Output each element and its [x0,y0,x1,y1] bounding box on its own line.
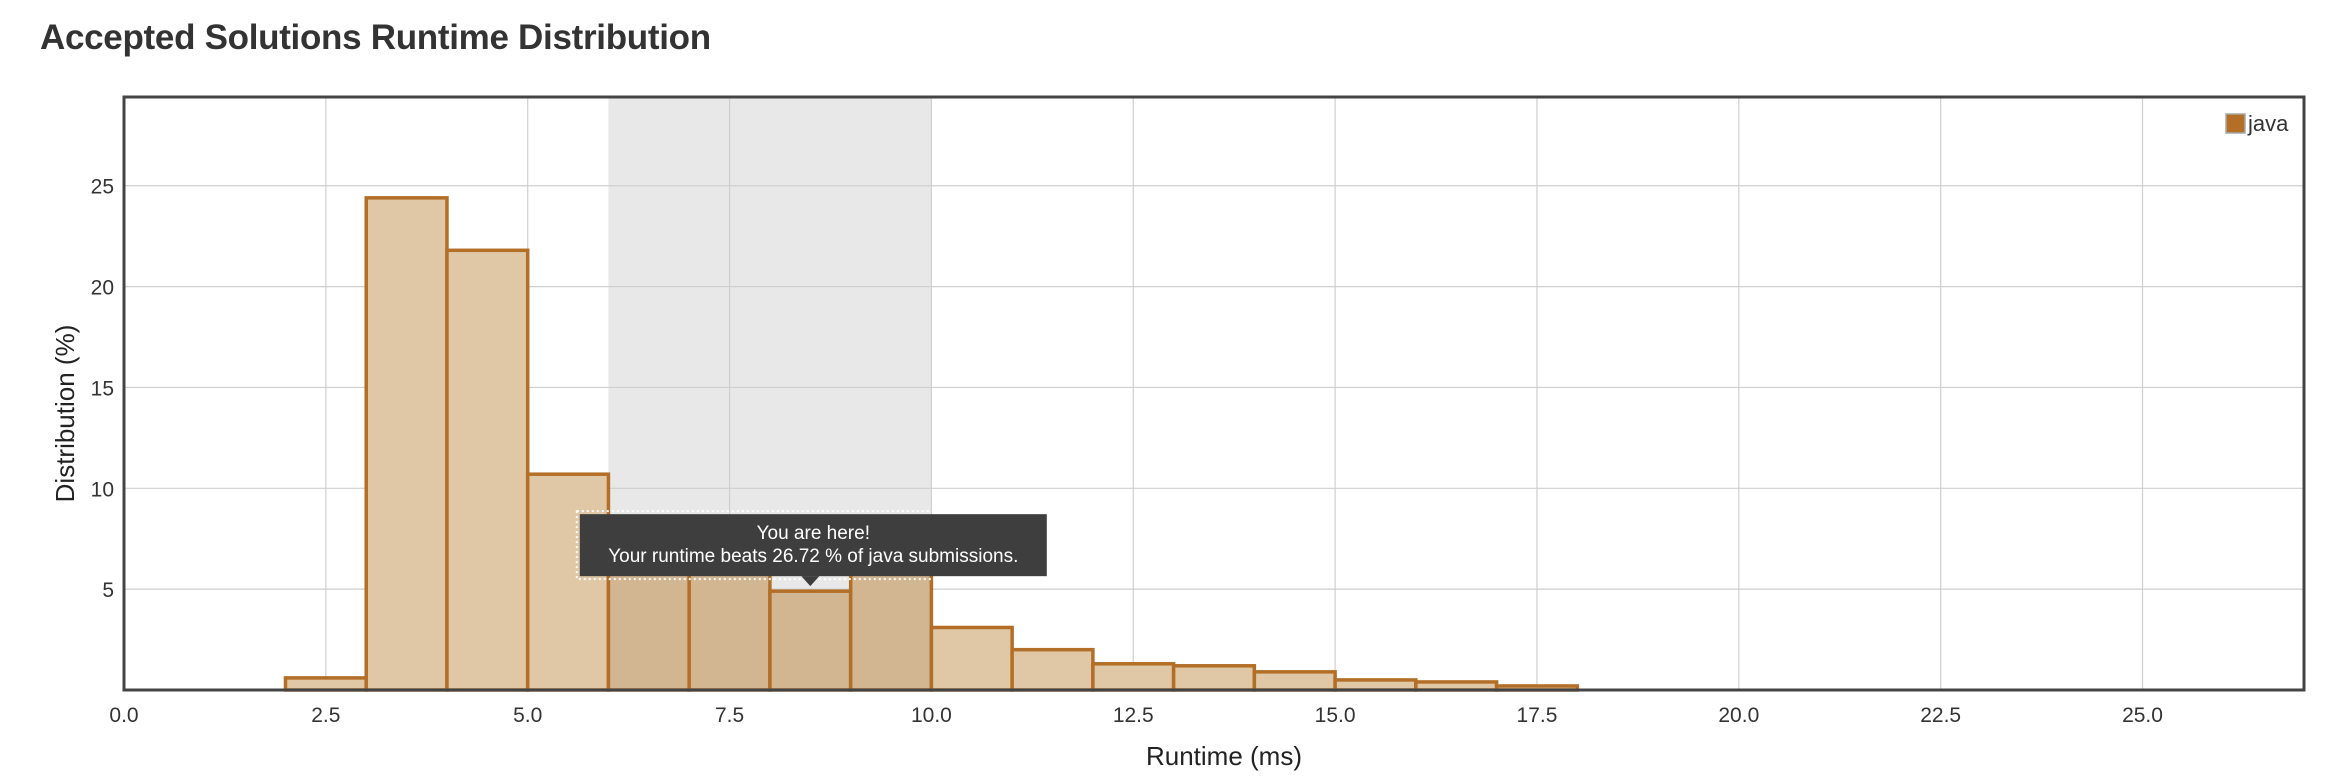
legend-swatch [2225,113,2246,134]
histogram-bar [445,248,530,692]
x-tick-label: 17.5 [1517,704,1558,727]
plot-border [122,95,2306,692]
y-tick-label: 5 [102,579,114,602]
histogram-bar [1171,664,1257,692]
histogram-bar [848,571,934,692]
histogram-bar [1252,670,1337,692]
tooltip-box [579,514,1047,577]
histogram-bar [1091,662,1176,692]
legend-label: java [2247,111,2289,136]
x-tick-label: 2.5 [311,704,340,727]
y-tick-label: 10 [91,478,114,501]
x-axis-label: Runtime (ms) [1146,741,1302,771]
histogram-bar [364,196,449,692]
histogram-bar [525,472,611,692]
x-tick-label: 22.5 [1920,704,1961,727]
x-tick-label: 7.5 [715,704,744,727]
tooltip-line-1: You are here! [757,523,870,544]
tooltip-line-2: Your runtime beats 26.72 % of java submi… [608,546,1018,567]
x-tick-label: 10.0 [911,704,952,727]
histogram-bar [283,676,368,692]
histogram-bar [1010,647,1095,692]
x-tick-label: 15.0 [1315,704,1356,727]
x-tick-label: 5.0 [513,704,542,727]
page-title: Accepted Solutions Runtime Distribution [40,18,711,57]
y-tick-label: 20 [91,277,114,300]
x-tick-label: 20.0 [1718,704,1759,727]
y-axis-label: Distribution (%) [50,325,80,503]
x-tick-label: 12.5 [1113,704,1154,727]
histogram-bar [1333,678,1418,692]
histogram-bar [929,625,1014,692]
histogram-bar [768,589,853,692]
x-tick-label: 0.0 [109,704,138,727]
y-tick-label: 25 [91,176,114,199]
runtime-tooltip: You are here!Your runtime beats 26.72 % … [575,510,1051,587]
y-tick-label: 15 [91,377,114,400]
tooltip-outline [575,510,1051,581]
tooltip-pointer [801,576,820,587]
x-tick-label: 25.0 [2122,704,2163,727]
